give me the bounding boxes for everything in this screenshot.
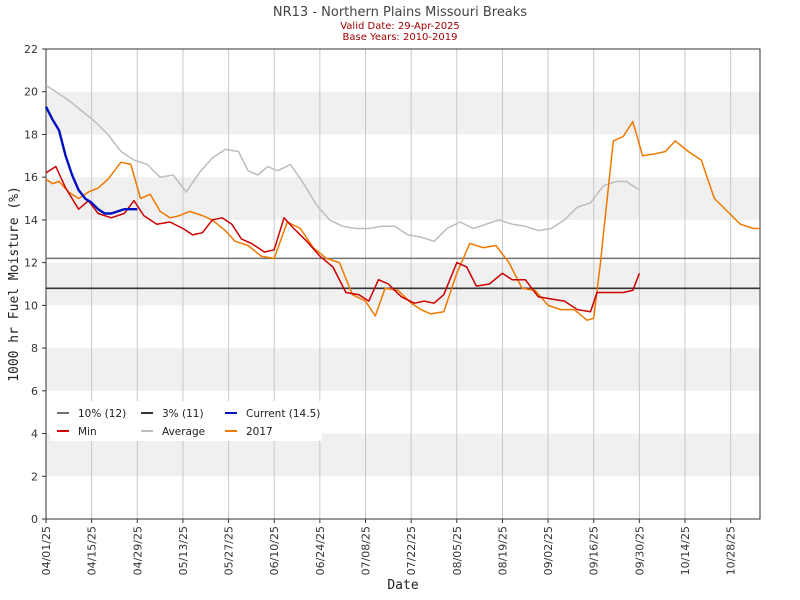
- x-tick-label: 05/27/25: [223, 526, 236, 575]
- x-tick-label: 10/28/25: [725, 526, 738, 575]
- chart-title: NR13 - Northern Plains Missouri Breaks: [273, 5, 527, 20]
- x-tick-label: 05/13/25: [177, 526, 190, 575]
- series-line-current-14-5: [44, 106, 138, 215]
- band: [46, 49, 760, 92]
- y-tick-label: 6: [31, 385, 38, 398]
- plot-background-bands: [46, 49, 760, 519]
- x-axis-label: Date: [387, 578, 418, 593]
- legend-label: Average: [162, 426, 205, 438]
- y-axis-label: 1000 hr Fuel Moisture (%): [7, 186, 22, 382]
- series-lines: [44, 84, 760, 322]
- x-tick-label: 04/15/25: [86, 526, 99, 575]
- legend-box: [50, 401, 322, 441]
- x-tick-label: 08/05/25: [451, 526, 464, 575]
- band: [46, 219, 760, 263]
- y-tick-label: 16: [24, 171, 38, 184]
- legend-label: 2017: [246, 426, 273, 438]
- x-tick-label: 07/22/25: [405, 526, 418, 575]
- y-tick-label: 8: [31, 342, 38, 355]
- band: [46, 134, 760, 178]
- y-tick-label: 20: [24, 86, 38, 99]
- series-line-2017: [45, 120, 760, 322]
- series-line-min: [45, 165, 641, 313]
- x-tick-label: 07/08/25: [360, 526, 373, 575]
- legend-label: Current (14.5): [246, 408, 320, 420]
- legend: 10% (12) 3% (11) Current (14.5) Min Average 2…: [50, 401, 322, 441]
- legend-label: 3% (11): [162, 408, 204, 420]
- x-tick-label: 06/24/25: [314, 526, 327, 575]
- band: [46, 476, 760, 519]
- x-tick-label: 04/01/25: [40, 526, 53, 575]
- y-tick-label: 14: [24, 214, 38, 227]
- y-tick-label: 2: [31, 470, 38, 483]
- chart-subtitle-base-years: Base Years: 2010-2019: [343, 32, 458, 43]
- y-tick-label: 18: [24, 128, 38, 141]
- x-tick-label: 09/30/25: [633, 526, 646, 575]
- legend-label: Min: [78, 426, 97, 438]
- y-axis-ticks: 0 2 4 6 8 10 12 14 16 18 20 22: [24, 43, 46, 526]
- chart-subtitle-valid-date: Valid Date: 29-Apr-2025: [340, 21, 460, 32]
- band: [46, 177, 760, 220]
- series-line-average: [45, 84, 640, 243]
- y-tick-label: 10: [24, 299, 38, 312]
- y-tick-label: 22: [24, 43, 38, 56]
- x-tick-label: 06/10/25: [268, 526, 281, 575]
- band: [46, 305, 760, 349]
- x-tick-label: 04/29/25: [131, 526, 144, 575]
- band: [46, 91, 760, 135]
- x-tick-label: 09/02/25: [542, 526, 555, 575]
- y-tick-label: 4: [31, 428, 38, 441]
- x-tick-label: 10/14/25: [679, 526, 692, 575]
- x-tick-label: 09/16/25: [588, 526, 601, 575]
- band: [46, 262, 760, 306]
- threshold-lines: [46, 257, 760, 290]
- y-tick-label: 0: [31, 513, 38, 526]
- x-tick-label: 08/19/25: [496, 526, 509, 575]
- y-tick-label: 12: [24, 257, 38, 270]
- plot-frame: [45, 48, 761, 520]
- band: [46, 348, 760, 391]
- legend-label: 10% (12): [78, 408, 126, 420]
- x-axis-ticks: 04/01/25 04/15/25 04/29/25 05/13/25 05/27/25…: [40, 519, 738, 575]
